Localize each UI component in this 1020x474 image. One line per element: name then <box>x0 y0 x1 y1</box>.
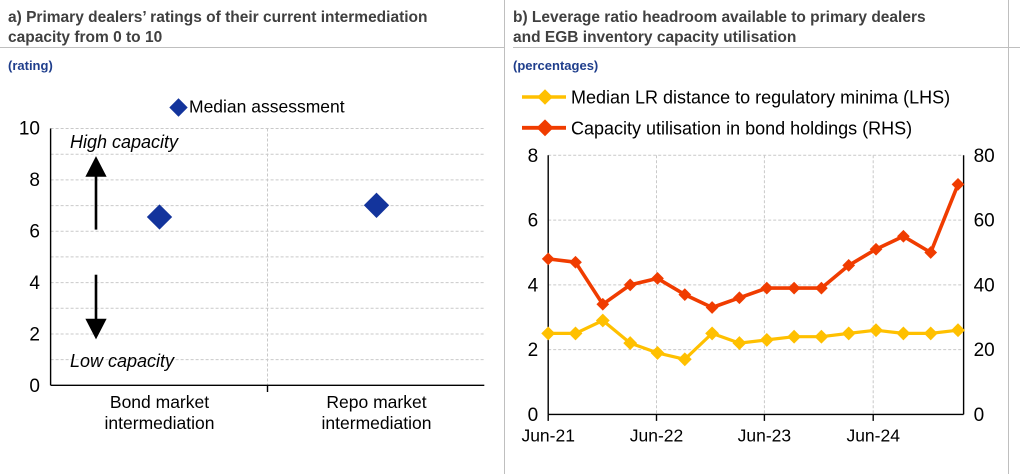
svg-text:8: 8 <box>528 146 539 167</box>
svg-text:2: 2 <box>29 325 40 346</box>
svg-text:0: 0 <box>974 405 985 426</box>
svg-text:20: 20 <box>974 340 995 361</box>
svg-text:Low capacity: Low capacity <box>70 351 175 371</box>
svg-text:4: 4 <box>29 273 40 294</box>
svg-text:Median assessment: Median assessment <box>189 97 345 117</box>
svg-text:High capacity: High capacity <box>70 132 179 152</box>
svg-text:60: 60 <box>974 211 995 232</box>
svg-text:Repo market: Repo market <box>326 392 426 412</box>
svg-text:10: 10 <box>19 119 40 140</box>
svg-text:Jun-24: Jun-24 <box>846 425 900 445</box>
svg-text:2: 2 <box>528 340 539 361</box>
svg-text:6: 6 <box>29 222 40 243</box>
svg-text:Median LR distance to regulato: Median LR distance to regulatory minima … <box>571 88 950 108</box>
svg-text:6: 6 <box>528 211 539 232</box>
svg-text:4: 4 <box>528 275 539 296</box>
svg-text:Jun-22: Jun-22 <box>630 425 684 445</box>
svg-text:8: 8 <box>29 170 40 191</box>
svg-text:0: 0 <box>528 405 539 426</box>
svg-text:Jun-21: Jun-21 <box>521 425 575 445</box>
svg-text:intermediation: intermediation <box>105 413 215 433</box>
svg-text:Capacity utilisation in bond h: Capacity utilisation in bond holdings (R… <box>571 118 912 138</box>
svg-text:intermediation: intermediation <box>322 413 432 433</box>
svg-text:40: 40 <box>974 275 995 296</box>
svg-text:Jun-23: Jun-23 <box>738 425 792 445</box>
svg-text:80: 80 <box>974 146 995 167</box>
svg-text:0: 0 <box>29 376 40 397</box>
svg-text:Bond market: Bond market <box>110 392 209 412</box>
